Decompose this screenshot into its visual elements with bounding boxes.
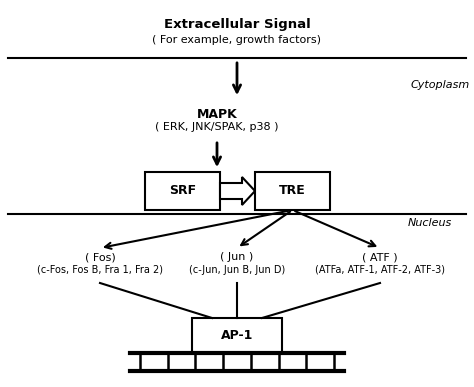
FancyBboxPatch shape	[255, 172, 330, 210]
Polygon shape	[220, 177, 255, 205]
Text: ( ATF ): ( ATF )	[362, 252, 398, 262]
Text: SRF: SRF	[169, 185, 196, 197]
Text: Extracellular Signal: Extracellular Signal	[164, 18, 310, 31]
Text: Nucleus: Nucleus	[408, 218, 452, 228]
Text: Cytoplasm: Cytoplasm	[410, 80, 470, 90]
Text: MAPK: MAPK	[197, 108, 237, 121]
Text: (c-Fos, Fos B, Fra 1, Fra 2): (c-Fos, Fos B, Fra 1, Fra 2)	[37, 265, 163, 275]
Text: AP-1: AP-1	[221, 329, 253, 342]
Text: ( Jun ): ( Jun )	[220, 252, 254, 262]
Text: (ATFa, ATF-1, ATF-2, ATF-3): (ATFa, ATF-1, ATF-2, ATF-3)	[315, 265, 445, 275]
Text: (c-Jun, Jun B, Jun D): (c-Jun, Jun B, Jun D)	[189, 265, 285, 275]
FancyBboxPatch shape	[145, 172, 220, 210]
Text: ( Fos): ( Fos)	[85, 252, 115, 262]
Text: ( For example, growth factors): ( For example, growth factors)	[153, 35, 321, 45]
FancyBboxPatch shape	[192, 318, 282, 353]
Text: ( ERK, JNK/SPAK, p38 ): ( ERK, JNK/SPAK, p38 )	[155, 122, 279, 132]
Text: TRE: TRE	[279, 185, 306, 197]
